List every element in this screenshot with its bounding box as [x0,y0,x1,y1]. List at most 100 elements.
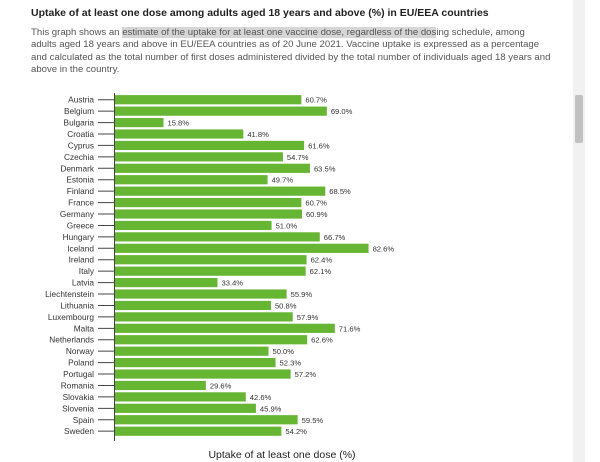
category-label-iceland: Iceland [67,243,94,253]
category-label-bulgaria: Bulgaria [64,118,95,128]
value-label-spain: 59.5% [302,416,324,425]
value-label-portugal: 57.2% [295,370,317,379]
bar-croatia[interactable] [115,129,244,139]
category-label-finland: Finland [67,186,95,196]
bar-romania[interactable] [115,380,206,391]
value-label-lithuania: 50.8% [275,301,297,310]
value-label-netherlands: 62.6% [311,336,333,345]
value-label-greece: 51.0% [276,221,298,230]
bar-greece[interactable] [115,220,272,231]
value-label-latvia: 33.4% [222,279,244,288]
value-label-slovenia: 45.9% [260,404,282,413]
scrollbar-track[interactable] [573,0,585,462]
category-label-france: France [68,198,94,208]
value-label-cyprus: 61.6% [308,141,330,150]
bar-luxembourg[interactable] [115,312,293,322]
bar-belgium[interactable] [115,106,327,116]
value-label-croatia: 41.8% [247,130,269,139]
bar-malta[interactable] [115,323,335,333]
value-label-malta: 71.6% [339,324,361,333]
category-label-liechtenstein: Liechtenstein [45,289,94,299]
category-label-slovakia: Slovakia [63,392,95,402]
category-label-sweden: Sweden [64,426,94,436]
bar-italy[interactable] [115,266,306,276]
value-label-bulgaria: 15.8% [168,119,190,128]
value-label-liechtenstein: 55.9% [291,290,313,299]
bar-poland[interactable] [115,358,276,368]
bar-estonia[interactable] [115,175,268,185]
x-axis-label: Uptake of at least one dose (%) [208,449,355,461]
category-label-austria: Austria [68,95,94,105]
bar-liechtenstein[interactable] [115,289,287,299]
category-label-spain: Spain [73,415,95,425]
category-label-ireland: Ireland [69,255,95,265]
category-label-norway: Norway [66,346,95,356]
category-label-latvia: Latvia [72,278,95,288]
value-label-romania: 29.6% [210,381,232,390]
category-label-slovenia: Slovenia [62,403,94,413]
category-label-croatia: Croatia [67,129,94,139]
bar-bulgaria[interactable] [115,117,164,128]
bar-denmark[interactable] [115,163,310,173]
value-label-norway: 50.0% [273,347,295,356]
value-label-italy: 62.1% [310,267,332,276]
category-label-belgium: Belgium [64,106,94,116]
bar-france[interactable] [115,197,302,208]
bar-netherlands[interactable] [115,335,308,345]
category-label-cyprus: Cyprus [68,140,94,150]
bar-latvia[interactable] [115,277,218,288]
value-label-belgium: 69.0% [331,107,353,116]
value-label-slovakia: 42.6% [250,393,272,402]
bar-finland[interactable] [115,186,326,196]
category-label-germany: Germany [60,209,95,219]
category-label-denmark: Denmark [60,163,95,173]
bar-norway[interactable] [115,346,269,356]
value-label-denmark: 63.5% [314,164,336,173]
bars-layer: Austria 60.7% Belgium 69.0% Bulgaria 15.8% Cro… [45,95,394,436]
category-label-greece: Greece [67,220,95,230]
bar-germany[interactable] [115,209,302,219]
value-label-germany: 60.9% [306,210,328,219]
value-label-austria: 60.7% [305,96,327,105]
bar-spain[interactable] [115,415,298,425]
category-label-luxembourg: Luxembourg [48,312,95,322]
bar-czechia[interactable] [115,152,283,162]
description-text-start: This graph shows an [31,27,123,38]
bar-lithuania[interactable] [115,300,271,311]
category-label-portugal: Portugal [63,369,94,379]
bar-iceland[interactable] [115,243,369,253]
bar-chart: Austria 60.7% Belgium 69.0% Bulgaria 15.8% Cro… [45,93,394,461]
category-label-hungary: Hungary [63,232,95,242]
bar-cyprus[interactable] [115,140,305,151]
category-label-romania: Romania [61,380,95,390]
value-label-finland: 68.5% [329,187,351,196]
value-label-france: 60.7% [305,199,327,208]
category-label-estonia: Estonia [66,175,94,185]
value-label-iceland: 82.6% [373,244,395,253]
chart-description: This graph shows an estimate of the upta… [31,27,551,77]
category-label-lithuania: Lithuania [60,300,94,310]
value-label-luxembourg: 57.9% [297,313,319,322]
bar-slovenia[interactable] [115,403,256,413]
value-label-czechia: 54.7% [287,153,309,162]
bar-sweden[interactable] [115,426,282,436]
category-label-italy: Italy [79,266,95,276]
description-selected-text[interactable]: estimate of the uptake for at least one … [122,27,437,38]
category-label-netherlands: Netherlands [49,335,94,345]
bar-hungary[interactable] [115,232,320,242]
bar-portugal[interactable] [115,369,291,379]
value-label-hungary: 66.7% [324,233,346,242]
bar-austria[interactable] [115,95,302,105]
bar-slovakia[interactable] [115,392,246,402]
scrollbar-thumb[interactable] [575,95,583,143]
value-label-sweden: 54.2% [285,427,307,436]
category-label-czechia: Czechia [64,152,94,162]
value-label-estonia: 49.7% [272,176,294,185]
category-label-poland: Poland [68,358,94,368]
description-text-end: ing schedule, among adults aged 18 years… [31,27,551,76]
value-label-poland: 52.3% [280,359,302,368]
value-label-ireland: 62.4% [311,256,333,265]
bar-ireland[interactable] [115,255,307,265]
category-label-malta: Malta [74,323,95,333]
chart-title: Uptake of at least one dose among adults… [31,7,489,19]
